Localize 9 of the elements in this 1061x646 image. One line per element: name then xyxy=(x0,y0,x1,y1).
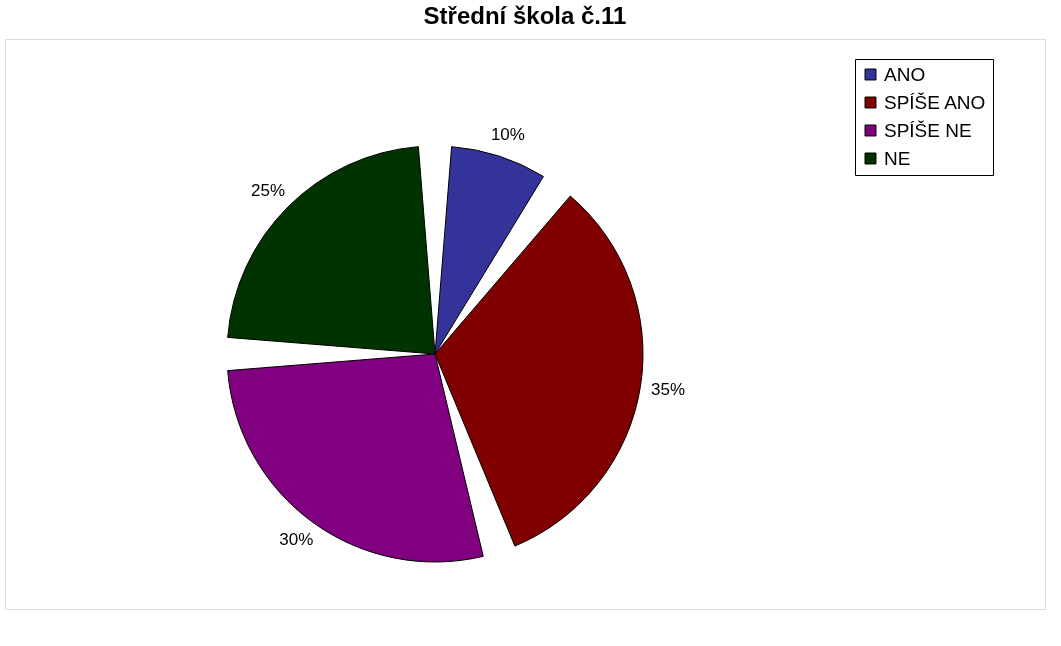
legend-label: ANO xyxy=(884,63,926,85)
data-label: 25% xyxy=(251,181,286,201)
legend-label: NE xyxy=(884,147,911,169)
data-label: 35% xyxy=(651,379,686,399)
data-label: 30% xyxy=(279,530,314,550)
legend-label: SPÍŠE NE xyxy=(884,119,972,141)
data-label: 10% xyxy=(490,125,525,145)
legend-label: SPÍŠE ANO xyxy=(884,91,986,113)
chart-title: Střední škola č.11 xyxy=(423,2,627,29)
